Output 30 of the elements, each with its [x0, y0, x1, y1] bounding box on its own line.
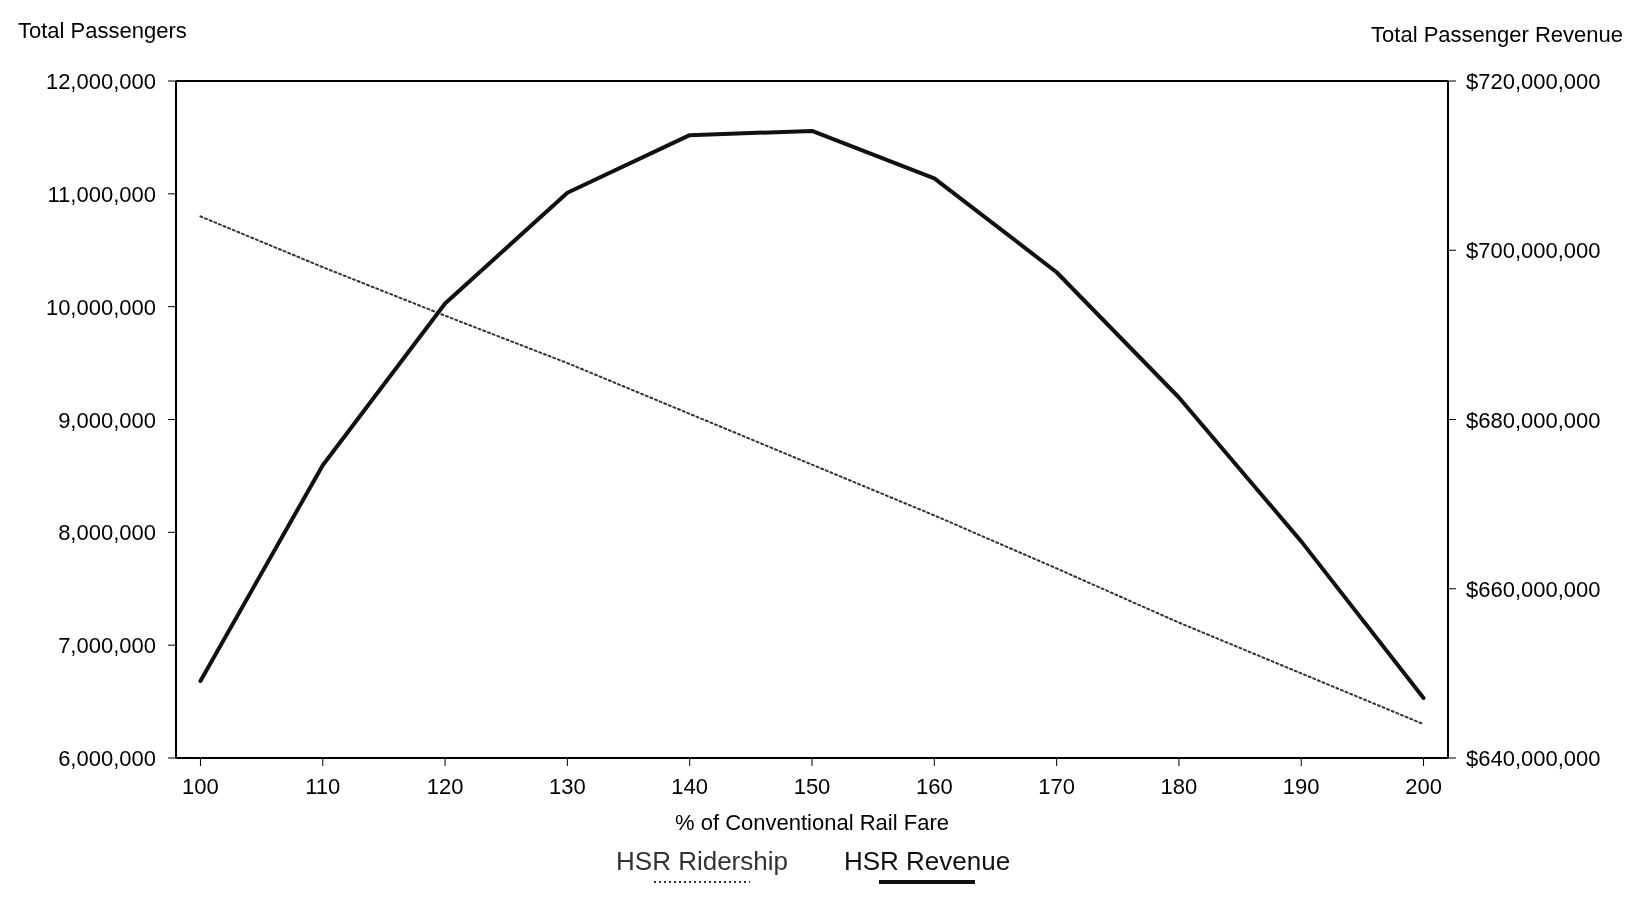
y2-tick-label: $720,000,000: [1466, 69, 1601, 94]
y-tick-label: 6,000,000: [58, 746, 156, 771]
line-series: [199, 215, 1425, 726]
y-axis-title: Total Passengers: [18, 18, 187, 43]
y-tick-label: 11,000,000: [47, 181, 156, 207]
x-tick-label: 130: [549, 774, 586, 799]
x-tick-label: 200: [1405, 774, 1442, 799]
line-series: [198, 128, 1426, 700]
y2-tick-label: $660,000,000: [1466, 576, 1601, 602]
y-tick-label: 12,000,000: [45, 69, 156, 94]
y-tick-label: 10,000,000: [45, 294, 156, 320]
y-tick-label: 9,000,000: [58, 407, 156, 433]
x-tick-label: 140: [671, 774, 709, 799]
x-tick-label: 160: [915, 774, 953, 799]
y-tick-label: 7,000,000: [58, 633, 156, 659]
x-tick-label: 190: [1282, 774, 1320, 799]
text: HSR Revenue: [843, 846, 1011, 876]
x-tick-label: 110: [305, 774, 341, 799]
x-tick-label: 150: [793, 774, 831, 799]
x-tick-label: 100: [182, 774, 219, 799]
x-tick-label: 180: [1160, 774, 1198, 799]
y2-tick-label: $700,000,000: [1466, 238, 1601, 264]
y2-tick-label: $680,000,000: [1466, 407, 1601, 433]
x-tick-label: 120: [426, 774, 464, 799]
x-tick-label: 170: [1038, 774, 1075, 799]
y2-tick-label: $640,000,000: [1466, 746, 1601, 771]
y-tick-label: 8,000,000: [58, 520, 156, 546]
x-axis-title: % of Conventional Rail Fare: [675, 810, 949, 835]
y2-axis-title: Total Passenger Revenue: [1371, 22, 1623, 47]
text: HSR Ridership: [616, 846, 788, 876]
